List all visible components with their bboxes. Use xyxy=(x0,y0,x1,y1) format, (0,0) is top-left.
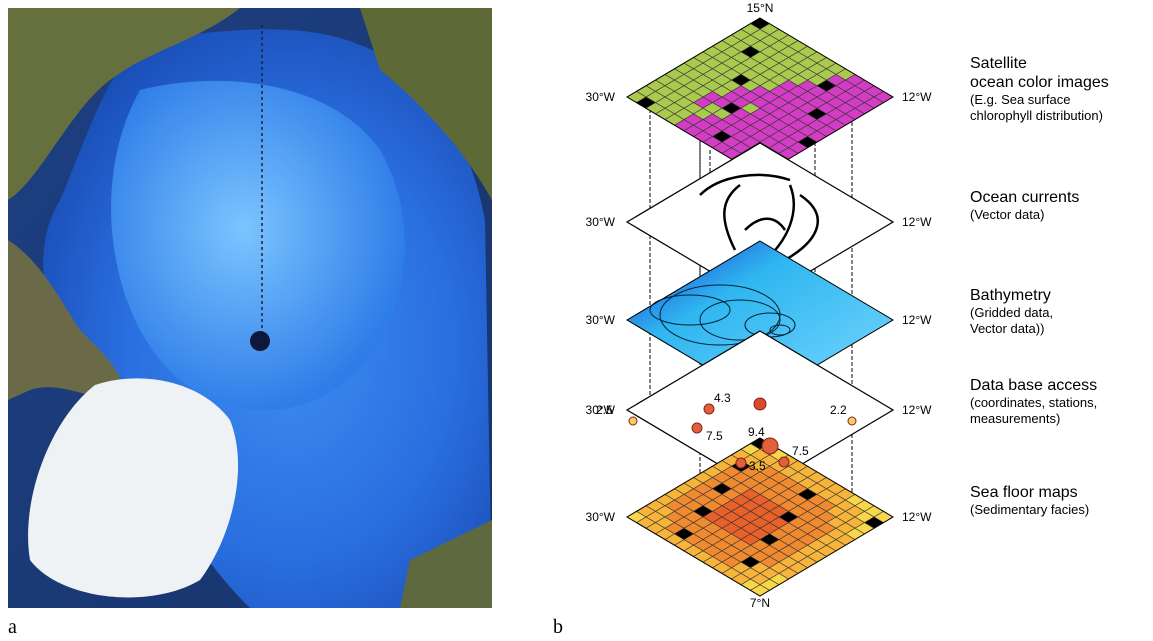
layer-description: Vector data)) xyxy=(970,321,1044,336)
layer-description: (Vector data) xyxy=(970,207,1044,222)
layer-title: ocean color images xyxy=(970,74,1109,91)
layer-title: Data base access xyxy=(970,377,1097,394)
layer-title: Sea floor maps xyxy=(970,484,1078,501)
layer-description: (Gridded data, xyxy=(970,305,1053,320)
measurement-label: 3.5 xyxy=(749,459,766,473)
layer-description: (Sedimentary facies) xyxy=(970,502,1089,517)
north-label: 15°N xyxy=(747,1,774,15)
measurement-label: 2.5 xyxy=(596,403,613,417)
layer-title: Ocean currents xyxy=(970,189,1079,206)
layer-diagram: 30°W 12°W Satellite ocean color images(E.g.… xyxy=(586,18,1109,596)
west-label: 30°W xyxy=(586,510,616,524)
measurement-label: 4.3 xyxy=(714,391,731,405)
station xyxy=(779,457,789,467)
west-label: 30°W xyxy=(586,313,616,327)
layer-title: Bathymetry xyxy=(970,287,1051,304)
layer: 30°W 12°W Sea floor maps(Sedimentary facie… xyxy=(586,438,1090,596)
layer-title: Satellite xyxy=(970,55,1027,72)
layer-description: measurements) xyxy=(970,411,1060,426)
west-label: 30°W xyxy=(586,90,616,104)
layer: 30°W 12°W Satellite ocean color images(E.g.… xyxy=(586,18,1109,176)
east-label: 12°W xyxy=(902,403,932,417)
figure: a b 15°N 7°N 30°W 12°W Satellite ocean colo… xyxy=(0,0,1153,641)
pole-hole xyxy=(250,331,270,351)
east-label: 12°W xyxy=(902,215,932,229)
map xyxy=(8,8,492,608)
layer: 30°W 12°W Ocean currents(Vector data) xyxy=(586,143,1080,301)
east-label: 12°W xyxy=(902,90,932,104)
east-label: 12°W xyxy=(902,510,932,524)
east-label: 12°W xyxy=(902,313,932,327)
station xyxy=(754,398,766,410)
panel-label: b xyxy=(553,616,563,638)
south-label: 7°N xyxy=(750,596,770,610)
measurement-label: 9.4 xyxy=(748,425,765,439)
measurement-label: 7.5 xyxy=(706,429,723,443)
station xyxy=(736,458,746,468)
measurement-label: 7.5 xyxy=(792,444,809,458)
station xyxy=(692,423,702,433)
station xyxy=(629,417,637,425)
station xyxy=(762,438,778,454)
layer-description: chlorophyll distribution) xyxy=(970,108,1103,123)
station xyxy=(848,417,856,425)
station xyxy=(704,404,714,414)
layer-description: (E.g. Sea surface xyxy=(970,92,1070,107)
layer-description: (coordinates, stations, xyxy=(970,395,1097,410)
panel-label: a xyxy=(8,616,17,638)
measurement-label: 2.2 xyxy=(830,403,847,417)
west-label: 30°W xyxy=(586,215,616,229)
